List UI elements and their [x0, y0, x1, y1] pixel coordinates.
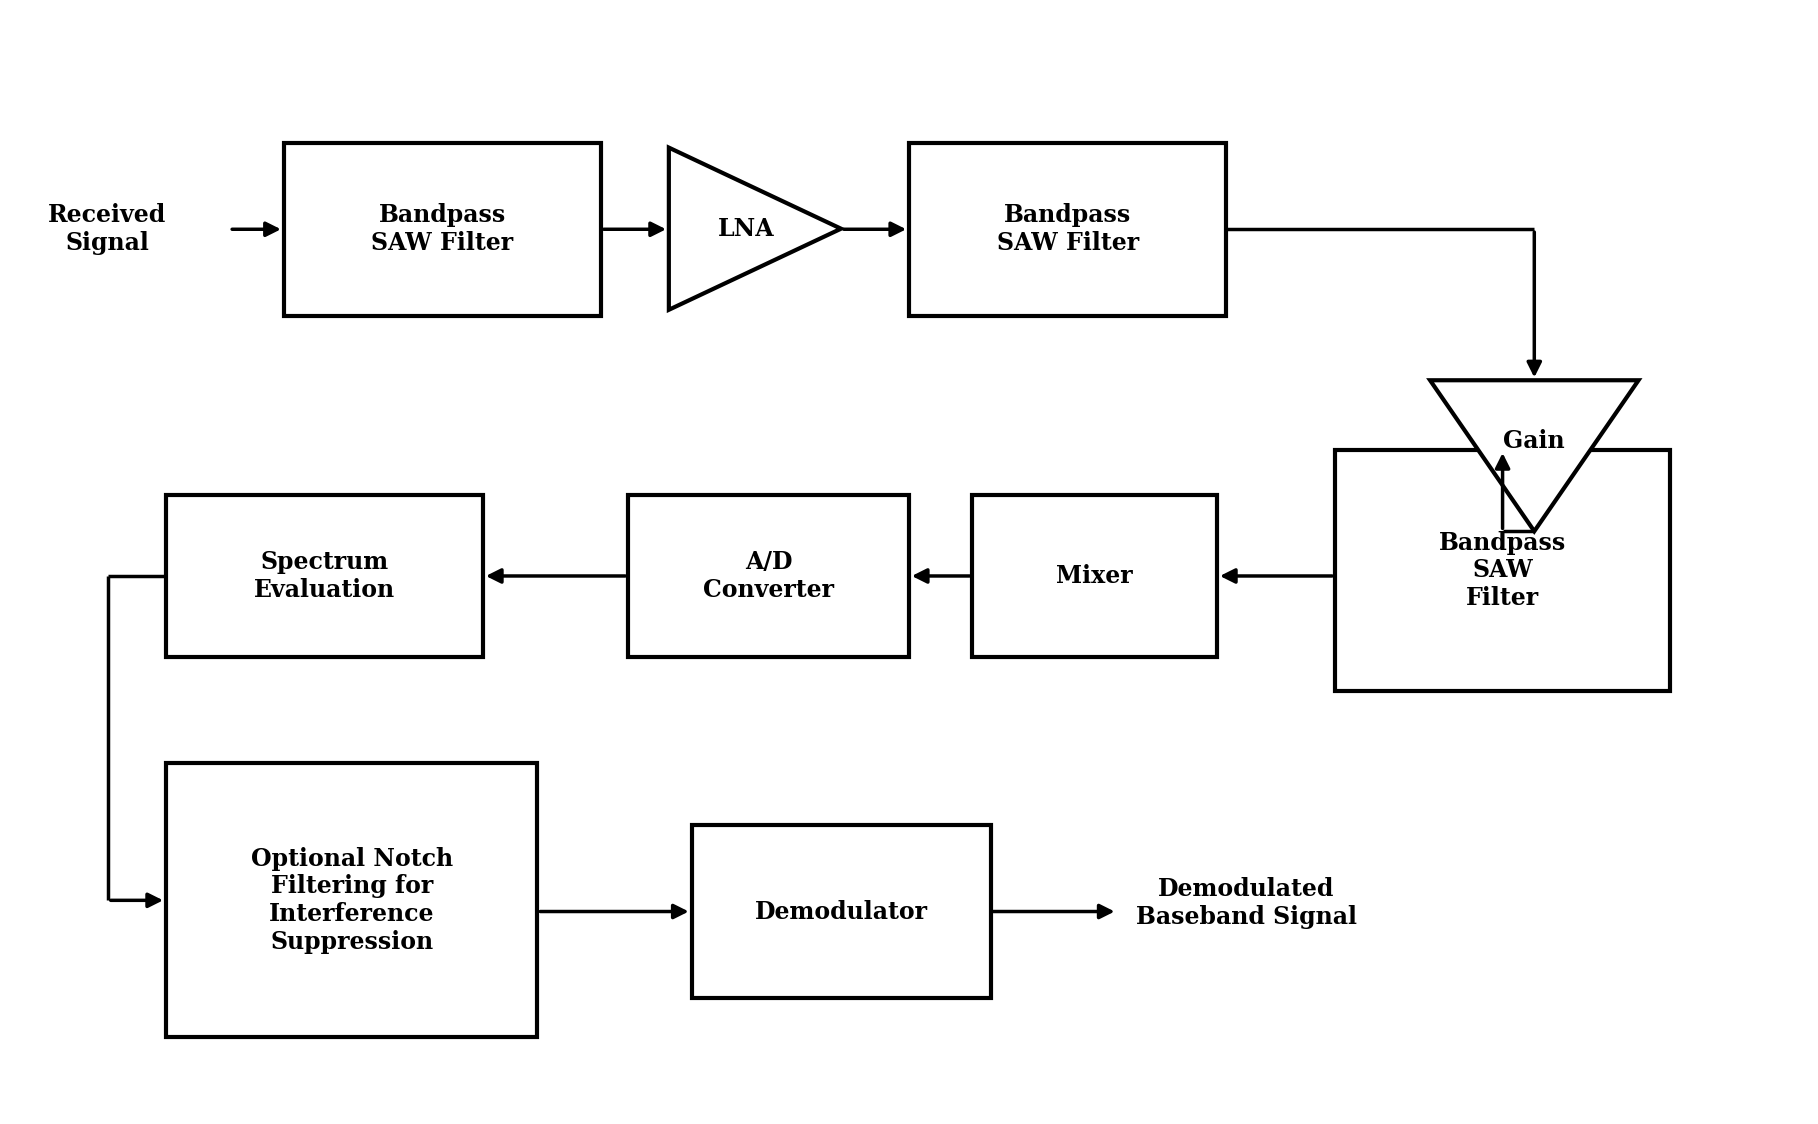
Bar: [1334, 450, 1671, 690]
Text: A/D
Converter: A/D Converter: [704, 550, 834, 601]
Bar: [627, 495, 909, 658]
Text: LNA: LNA: [718, 217, 774, 241]
Text: Bandpass
SAW Filter: Bandpass SAW Filter: [371, 203, 513, 255]
Polygon shape: [1431, 380, 1638, 532]
Text: Spectrum
Evaluation: Spectrum Evaluation: [255, 550, 395, 601]
Text: Demodulator: Demodulator: [754, 899, 927, 924]
Text: Gain: Gain: [1503, 428, 1565, 453]
Text: Demodulated
Baseband Signal: Demodulated Baseband Signal: [1136, 877, 1356, 930]
Text: Received
Signal: Received Signal: [47, 202, 165, 255]
Text: Optional Notch
Filtering for
Interference
Suppression: Optional Notch Filtering for Interferenc…: [251, 846, 453, 954]
Polygon shape: [669, 147, 842, 310]
Bar: [909, 143, 1225, 316]
Bar: [691, 825, 991, 998]
Bar: [165, 763, 538, 1037]
Bar: [165, 495, 484, 658]
Bar: [284, 143, 602, 316]
Text: Mixer: Mixer: [1056, 564, 1133, 588]
Bar: [973, 495, 1216, 658]
Text: Bandpass
SAW
Filter: Bandpass SAW Filter: [1440, 531, 1565, 610]
Text: Bandpass
SAW Filter: Bandpass SAW Filter: [996, 203, 1138, 255]
